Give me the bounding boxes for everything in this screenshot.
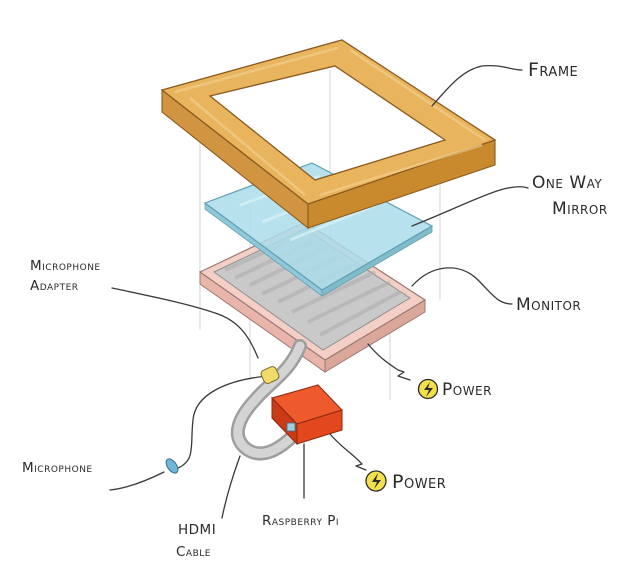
hdmi-cable-label-line2: Cable [176, 544, 211, 560]
frame-leader [431, 64, 523, 107]
monitor-label: Monitor [516, 295, 581, 315]
hdmi-cable-label-line1: HDMI [178, 522, 216, 538]
microphone-adapter [177, 366, 280, 469]
hdmi-leader [221, 455, 241, 519]
frame-label: Frame [528, 59, 578, 81]
frame-wood-grain [174, 46, 486, 197]
microphone-adapter-label-line2: Adapter [30, 278, 79, 294]
frame-top [160, 39, 497, 205]
monitor-power-badge [417, 378, 439, 400]
mic-adapter-leader [111, 287, 259, 359]
microphone-label: Microphone [22, 460, 93, 476]
monitor-power-label: Power [442, 380, 492, 400]
monitor-leader [411, 267, 513, 305]
raspberry-pi-label: Raspberry Pi [262, 513, 339, 529]
raspberry-pi [271, 384, 343, 446]
one-way-mirror [203, 162, 434, 297]
microphone-adapter-label-line1: Microphone [30, 258, 101, 274]
microphone-leader [109, 471, 165, 491]
leader-lines [109, 64, 529, 519]
pi-power-badge [365, 470, 387, 492]
monitor-power-cord [367, 343, 411, 381]
one-way-mirror-label-line2: Mirror [552, 199, 608, 219]
pi-power-label: Power [392, 471, 446, 493]
pi-side [271, 396, 298, 446]
microphone [165, 458, 179, 474]
frame [160, 39, 497, 230]
one-way-mirror-label-line1: One Way [532, 173, 602, 193]
mirror-leader [411, 186, 529, 227]
microphone-cable [177, 375, 269, 469]
pi-power-cord [329, 433, 367, 471]
